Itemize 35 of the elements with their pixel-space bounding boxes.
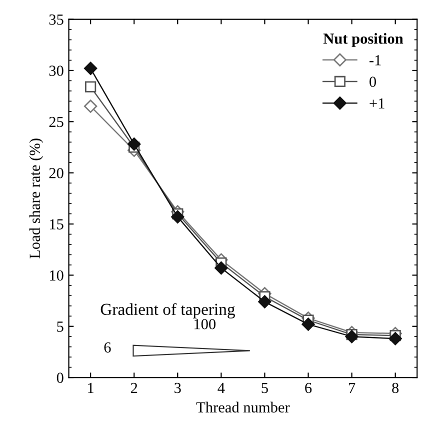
x-tick-label: 1: [88, 382, 94, 393]
point: [84, 62, 98, 76]
legend-label: -1: [370, 55, 381, 66]
x-tick-label: 3: [174, 382, 181, 394]
point: [258, 295, 272, 308]
point: [214, 261, 228, 275]
point: [345, 330, 358, 344]
y-tick-label: 0: [56, 372, 64, 383]
y-tick-label: 15: [50, 219, 64, 230]
x-axis-title: Thread number: [196, 402, 290, 413]
point: [302, 318, 315, 331]
point: [85, 81, 96, 92]
x-tick-label: 5: [262, 382, 268, 394]
x-tick-label: 6: [305, 382, 312, 394]
annotation: 6: [104, 342, 111, 353]
annotation: 100: [194, 319, 216, 330]
legend-title: Nut position: [323, 33, 404, 47]
y-tick-label: 25: [49, 116, 64, 128]
y-tick-label: 20: [49, 168, 64, 178]
x-tick-label: 7: [348, 382, 356, 393]
y-tick-label: 35: [49, 14, 64, 25]
legend-label: 0: [370, 76, 376, 87]
point: [84, 100, 98, 113]
point: [388, 332, 402, 346]
x-tick-label: 4: [218, 382, 225, 393]
y-tick-label: 30: [49, 66, 64, 76]
y-tick-label: 10: [50, 270, 64, 281]
point: [171, 210, 184, 224]
point: [128, 138, 141, 151]
y-tick-label: 5: [57, 322, 64, 332]
annotation: Gradient of tapering: [100, 303, 235, 318]
x-tick-label: 2: [130, 382, 138, 393]
x-tick-label: 8: [392, 382, 399, 394]
legend-label: +1: [370, 98, 384, 108]
y-axis-title: Load share rate (%): [29, 138, 44, 258]
